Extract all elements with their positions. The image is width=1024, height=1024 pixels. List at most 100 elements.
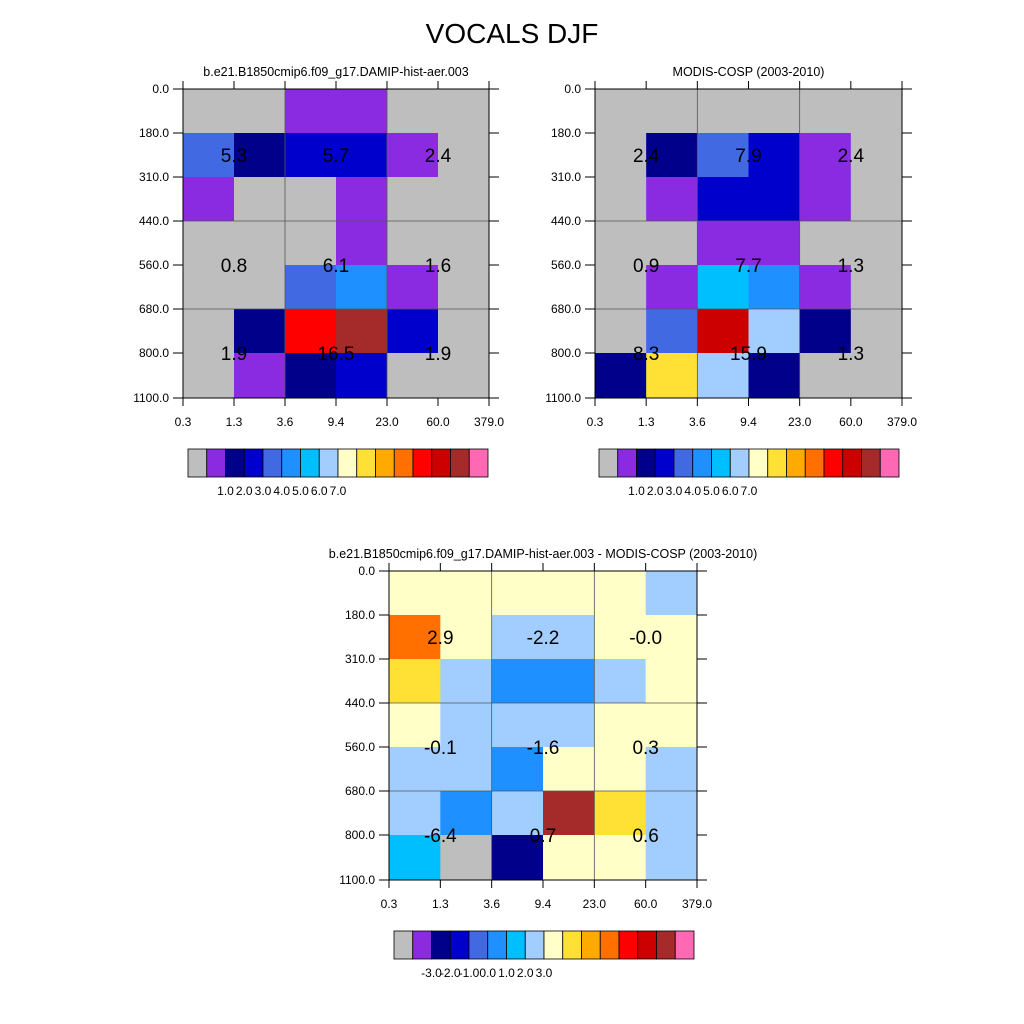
colorbar-swatch: [786, 448, 806, 478]
heatmap-cell: [799, 309, 852, 354]
page-title: VOCALS DJF: [425, 18, 599, 49]
colorbar-label: 2.0: [647, 484, 664, 498]
heatmap-cell: [234, 265, 286, 310]
colorbar-label: 1.0: [498, 966, 515, 980]
heatmap-cell: [543, 747, 595, 792]
colorbar-label: 6.0: [311, 484, 328, 498]
heatmap-cell: [183, 309, 235, 354]
heatmap-cell: [646, 221, 698, 266]
heatmap-cell: [697, 221, 749, 266]
heatmap-cell: [594, 659, 647, 704]
cell-value-label: 8.3: [633, 344, 659, 365]
cell-value-label: 0.9: [633, 256, 659, 277]
cell-value-label: 0.6: [632, 826, 658, 847]
heatmap-cell: [387, 353, 439, 399]
cell-value-label: 16.5: [318, 344, 355, 365]
x-tick-label: 23.0: [788, 415, 812, 429]
colorbar-swatch: [412, 930, 432, 960]
heatmap-cell: [389, 835, 441, 881]
colorbar-swatch: [674, 930, 695, 960]
colorbar-swatch: [692, 448, 712, 478]
colorbar-swatch: [393, 448, 414, 478]
colorbar-label: 3.0: [255, 484, 272, 498]
heatmap-cell: [336, 133, 388, 178]
colorbar-label: 0.0: [479, 966, 496, 980]
heatmap-cell: [850, 133, 903, 178]
heatmap-cell: [183, 133, 235, 178]
heatmap-cell: [799, 133, 852, 178]
heatmap-cell: [645, 791, 698, 836]
y-tick-label: 180.0: [139, 126, 169, 140]
heatmap-cell: [543, 791, 595, 836]
heatmap-cell: [438, 353, 490, 399]
y-tick-label: 680.0: [139, 302, 169, 316]
heatmap-cell: [389, 571, 441, 616]
colorbar-swatch: [337, 448, 358, 478]
colorbar-swatch: [356, 448, 376, 478]
colorbar-label: 2.0: [236, 484, 253, 498]
heatmap-cell: [697, 353, 749, 399]
heatmap-cell: [285, 265, 337, 310]
colorbar-swatch: [206, 448, 226, 478]
heatmap-cell: [543, 835, 595, 881]
colorbar-swatch: [729, 448, 750, 478]
heatmap-cell: [440, 571, 493, 616]
cell-value-label: -2.2: [527, 628, 560, 649]
colorbar-swatch: [412, 448, 433, 478]
heatmap-cell: [850, 177, 903, 222]
heatmap-cell: [387, 221, 439, 266]
heatmap-cell: [183, 89, 235, 134]
heatmap-cell: [594, 615, 647, 660]
heatmap-cell: [748, 221, 801, 266]
heatmap-cell: [697, 177, 749, 222]
y-tick-label: 1100.0: [133, 391, 169, 405]
heatmap-cell: [234, 89, 286, 134]
heatmap-cell: [440, 835, 493, 881]
heatmap-cell: [645, 615, 698, 660]
colorbar-swatch: [636, 448, 656, 478]
heatmap-cell: [491, 659, 544, 704]
heatmap-cell: [234, 309, 286, 354]
colorbar-label: 7.0: [330, 484, 347, 498]
heatmap-cell: [336, 353, 388, 399]
colorbar-swatch: [637, 930, 657, 960]
cell-value-label: -1.6: [527, 738, 560, 759]
colorbar-swatch: [562, 930, 582, 960]
heatmap-cell: [285, 89, 337, 134]
x-tick-label: 379.0: [682, 897, 712, 911]
colorbar-label: -3.0: [421, 966, 442, 980]
heatmap-cell: [850, 353, 903, 399]
heatmap-cell: [594, 835, 647, 881]
x-tick-label: 1.3: [432, 897, 449, 911]
heatmap-cell: [646, 265, 698, 310]
x-tick-label: 1.3: [226, 415, 243, 429]
heatmap-cell: [389, 615, 441, 660]
y-tick-label: 310.0: [551, 170, 581, 184]
heatmap-cell: [543, 615, 595, 660]
heatmap-cell: [850, 309, 903, 354]
heatmap-cell: [491, 835, 544, 881]
y-tick-label: 800.0: [345, 828, 375, 842]
colorbar-swatch: [506, 930, 526, 960]
y-tick-label: 310.0: [345, 652, 375, 666]
heatmap-cell: [646, 353, 698, 399]
colorbar-label: 6.0: [722, 484, 739, 498]
colorbar-label: 5.0: [703, 484, 720, 498]
colorbar-label: 1.0: [628, 484, 645, 498]
cell-value-label: -0.1: [424, 738, 457, 759]
colorbar-swatch: [673, 448, 694, 478]
heatmap-cell: [645, 571, 698, 616]
heatmap-cell: [543, 659, 595, 704]
heatmap-cell: [389, 747, 441, 792]
heatmap-cell: [234, 133, 286, 178]
cell-value-label: -0.0: [629, 628, 662, 649]
heatmap-cell: [799, 265, 852, 310]
cell-value-label: 1.3: [838, 344, 864, 365]
heatmap-cell: [543, 703, 595, 748]
colorbar-swatch: [617, 448, 637, 478]
colorbar-swatch: [375, 448, 395, 478]
heatmap-cell: [387, 265, 439, 310]
colorbar-swatch: [599, 930, 620, 960]
heatmap-cell: [799, 89, 852, 134]
heatmap-cell: [799, 221, 852, 266]
